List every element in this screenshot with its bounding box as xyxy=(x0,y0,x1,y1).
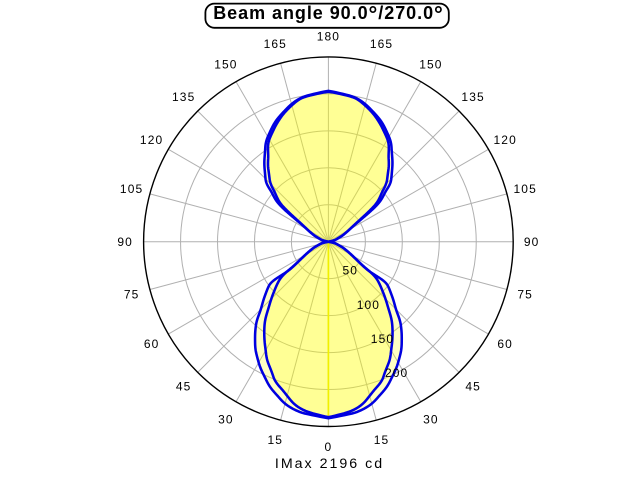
svg-text:90: 90 xyxy=(117,235,133,249)
svg-text:50: 50 xyxy=(343,264,359,278)
svg-text:165: 165 xyxy=(264,37,287,51)
svg-text:45: 45 xyxy=(176,380,192,394)
svg-text:180: 180 xyxy=(317,30,340,44)
svg-text:105: 105 xyxy=(514,182,537,196)
svg-text:60: 60 xyxy=(144,337,160,351)
svg-text:90: 90 xyxy=(524,235,540,249)
svg-text:135: 135 xyxy=(461,90,484,104)
svg-text:100: 100 xyxy=(357,298,380,312)
svg-text:30: 30 xyxy=(218,412,234,426)
svg-text:IMax 2196 cd: IMax 2196 cd xyxy=(275,456,384,472)
svg-text:105: 105 xyxy=(120,182,143,196)
svg-text:0: 0 xyxy=(325,440,333,454)
svg-text:30: 30 xyxy=(423,412,439,426)
svg-text:120: 120 xyxy=(494,133,517,147)
svg-text:45: 45 xyxy=(465,380,481,394)
svg-text:Beam angle 90.0°/270.0°: Beam angle 90.0°/270.0° xyxy=(213,1,444,26)
svg-text:75: 75 xyxy=(517,288,533,302)
svg-text:150: 150 xyxy=(214,57,237,71)
svg-text:15: 15 xyxy=(268,433,284,447)
svg-text:150: 150 xyxy=(419,57,442,71)
svg-text:15: 15 xyxy=(374,433,390,447)
svg-text:120: 120 xyxy=(140,133,163,147)
svg-text:200: 200 xyxy=(385,366,408,380)
svg-text:165: 165 xyxy=(370,37,393,51)
svg-text:75: 75 xyxy=(124,288,140,302)
svg-text:135: 135 xyxy=(172,90,195,104)
svg-text:150: 150 xyxy=(371,332,394,346)
svg-text:60: 60 xyxy=(497,337,513,351)
